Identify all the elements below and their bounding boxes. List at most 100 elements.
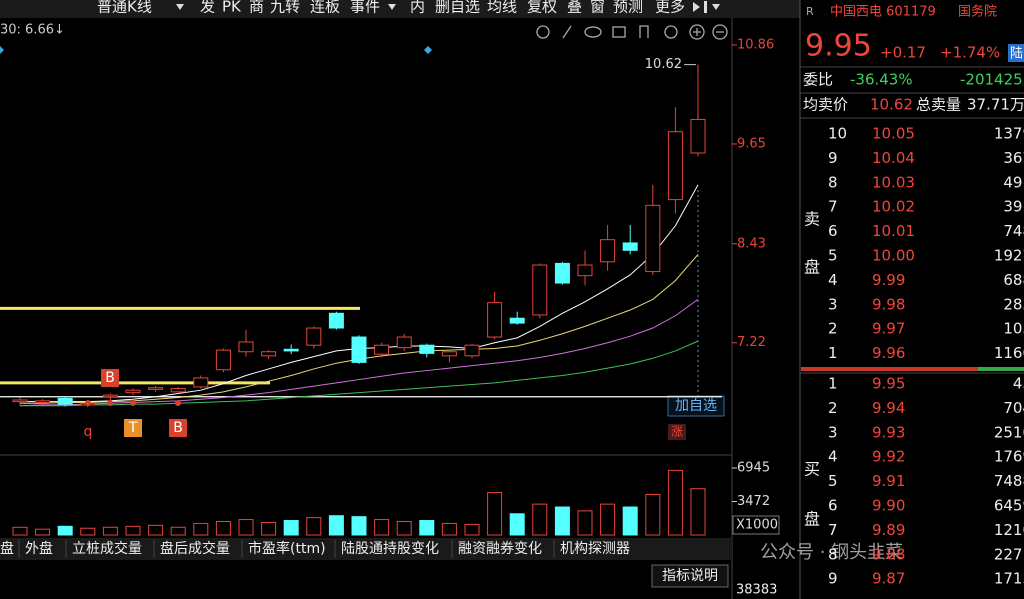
- order-level: 8: [828, 173, 838, 191]
- tab[interactable]: 陆股通持股变化: [341, 541, 439, 557]
- volume-bar: [374, 519, 390, 536]
- candle-body: [12, 399, 28, 403]
- volume-bar: [554, 506, 570, 536]
- order-price: 10.05: [872, 125, 915, 143]
- indicator-button[interactable]: 指标说明: [662, 568, 718, 584]
- quote-change: +0.17: [880, 44, 926, 62]
- volume-bar: [441, 522, 457, 536]
- order-level: 3: [828, 295, 838, 313]
- toolbar-item[interactable]: PK: [222, 0, 242, 16]
- toolbar-item[interactable]: 叠: [567, 0, 582, 16]
- marker-dot: [175, 400, 181, 406]
- order-price: 9.95: [872, 375, 905, 393]
- marker-box: [101, 369, 119, 387]
- marker: T: [128, 420, 138, 436]
- toolbar-item[interactable]: 均线: [487, 0, 517, 16]
- order-volume: 6459: [994, 497, 1024, 515]
- tab[interactable]: 盘后成交量: [160, 540, 230, 557]
- side-label: 买: [804, 460, 820, 479]
- order-volume: 1160: [994, 344, 1024, 362]
- tab[interactable]: 外盘: [25, 540, 53, 557]
- marker-box: [124, 419, 142, 437]
- candle-body: [667, 131, 683, 201]
- toolbar-item[interactable]: 窗: [590, 0, 605, 16]
- candle-body: [419, 344, 435, 354]
- candle-body: [374, 344, 390, 355]
- volume-bar: [667, 469, 683, 536]
- order-volume: 7488: [994, 472, 1024, 490]
- marker: B: [105, 370, 115, 386]
- volume-bar: [419, 520, 435, 536]
- volume-bar: [645, 493, 661, 536]
- volume-bar: [215, 520, 231, 536]
- candle-body: [102, 394, 118, 398]
- marker: 涨: [671, 424, 683, 439]
- quote-avg-label: 均卖价: [803, 96, 848, 114]
- toolbar-item[interactable]: 普通K线: [97, 0, 152, 16]
- add-watchlist-button[interactable]: [667, 395, 725, 417]
- order-volume: 2510: [994, 423, 1024, 441]
- tab[interactable]: 融资融券变化: [458, 541, 542, 557]
- order-level: 4: [828, 448, 838, 466]
- toolbar-item[interactable]: 删自选: [435, 0, 480, 16]
- order-level: 7: [828, 198, 838, 216]
- order-price: 9.94: [872, 399, 905, 417]
- toolbar-item[interactable]: 发: [200, 0, 215, 16]
- order-price: 9.93: [872, 423, 905, 441]
- candle-body: [328, 312, 344, 329]
- quote-change-pct: +1.74%: [940, 44, 1000, 62]
- marker-box: [668, 424, 686, 440]
- watermark: 公众号 · 钢头韭菜: [760, 542, 903, 563]
- candle-body: [600, 239, 616, 263]
- badge-bg: [1008, 44, 1024, 62]
- tab[interactable]: 机构探测器: [560, 541, 630, 557]
- candle-body: [464, 344, 480, 357]
- candle-body: [441, 351, 457, 357]
- candle-body: [532, 264, 548, 316]
- order-volume: 688: [1003, 271, 1024, 289]
- y-tick-label: 6945: [737, 461, 770, 476]
- candle-body: [238, 341, 254, 353]
- toolbar-item[interactable]: 更多: [655, 0, 685, 16]
- order-level: 8: [828, 545, 838, 563]
- volume-bar: [261, 521, 277, 536]
- bottom-number: 38383: [736, 583, 777, 598]
- order-level: 9: [828, 570, 838, 588]
- tab[interactable]: 市盈率(ttm): [248, 540, 326, 557]
- candle-body: [170, 388, 186, 393]
- order-volume: 283: [1003, 295, 1024, 313]
- toolbar-item[interactable]: 内: [410, 0, 425, 16]
- side-label: 盘: [804, 510, 820, 529]
- toolbar-item[interactable]: 商: [249, 0, 264, 16]
- quote-avg: 10.62: [870, 96, 913, 114]
- candle-body: [487, 302, 503, 338]
- toolbar-item[interactable]: 预测: [613, 0, 643, 16]
- indicator-button-box[interactable]: [651, 564, 729, 588]
- order-level: 5: [828, 472, 838, 490]
- candle-body: [622, 242, 638, 251]
- candle-body: [125, 389, 141, 394]
- candle-body: [57, 397, 73, 405]
- order-level: 2: [828, 399, 838, 417]
- order-volume: 748: [1003, 222, 1024, 240]
- quote-ratio-diff: -201425: [960, 71, 1023, 89]
- volume-bar: [600, 503, 616, 536]
- chart-tools: [536, 24, 728, 40]
- add-watchlist[interactable]: 加自选: [675, 398, 717, 414]
- order-level: 3: [828, 423, 838, 441]
- ma-legend: 30: 6.66↓: [0, 23, 65, 38]
- toolbar-item[interactable]: 复权: [527, 0, 557, 16]
- toolbar-item[interactable]: 九转: [270, 0, 300, 16]
- tab[interactable]: 立桩成交量: [72, 540, 142, 557]
- tab[interactable]: 盘: [0, 540, 14, 557]
- toolbar-item[interactable]: 连板: [310, 0, 340, 16]
- candle-body: [645, 204, 661, 273]
- volume-bar: [306, 517, 322, 536]
- order-volume: 103: [1003, 320, 1024, 338]
- toolbar-item[interactable]: 事件: [350, 0, 380, 16]
- order-price: 10.00: [872, 247, 915, 265]
- quote-flag: R: [806, 5, 814, 18]
